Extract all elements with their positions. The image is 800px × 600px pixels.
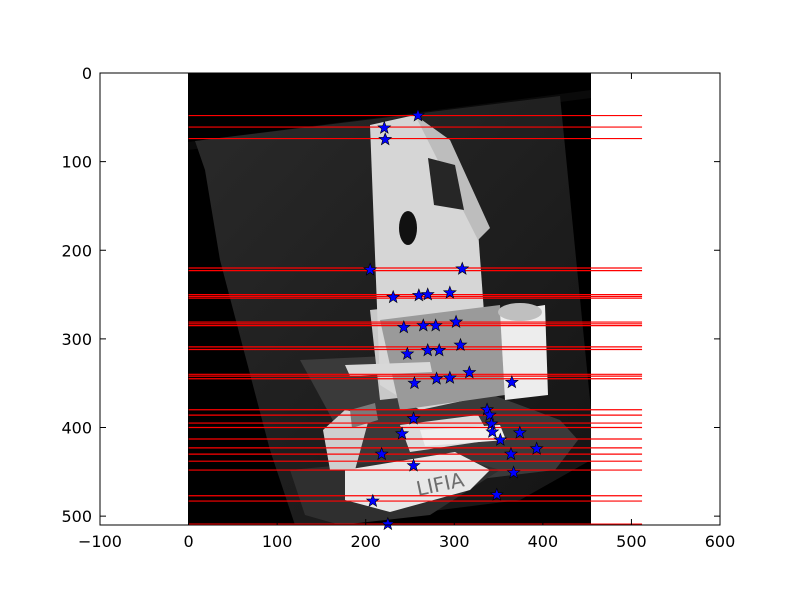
feature-points — [363, 108, 544, 531]
feature-point — [416, 318, 431, 332]
feature-point — [396, 319, 411, 334]
x-tick-label: 400 — [528, 532, 559, 551]
feature-point — [429, 371, 444, 385]
feature-point — [400, 346, 415, 360]
feature-point — [529, 441, 544, 455]
feature-point — [410, 108, 425, 122]
feature-point — [428, 318, 443, 332]
feature-point — [482, 407, 497, 422]
y-tick-label: 300 — [61, 330, 92, 349]
feature-point — [420, 287, 435, 301]
x-axis: −100 0 100 200 300 400 500 600 — [78, 73, 735, 551]
feature-point — [363, 262, 378, 276]
x-tick-label: 500 — [616, 532, 647, 551]
feature-point — [493, 432, 508, 446]
feature-point — [449, 314, 464, 329]
feature-point — [377, 120, 392, 134]
feature-point — [504, 374, 519, 389]
feature-point — [455, 261, 470, 275]
background-photo: LIFIA — [188, 73, 591, 525]
x-tick-label: 0 — [183, 532, 193, 551]
feature-point — [395, 426, 410, 440]
y-tick-label: 200 — [61, 241, 92, 260]
axes-frame — [99, 72, 721, 526]
x-tick-label: 300 — [439, 532, 470, 551]
feature-point — [386, 289, 401, 304]
feature-point — [512, 425, 527, 439]
feature-point — [484, 416, 499, 430]
feature-point — [503, 446, 518, 461]
feature-point — [374, 446, 389, 461]
feature-point — [407, 375, 422, 390]
x-tick-label: 200 — [350, 532, 381, 551]
feature-point — [489, 487, 504, 501]
feature-point — [378, 132, 393, 146]
feature-point — [506, 465, 521, 479]
feature-point — [442, 370, 457, 384]
x-tick-label: 600 — [705, 532, 736, 551]
feature-point — [420, 343, 435, 357]
feature-point — [406, 411, 421, 425]
x-tick-label: −100 — [78, 532, 122, 551]
x-tick-label: 100 — [262, 532, 293, 551]
feature-point — [432, 343, 447, 357]
feature-point — [462, 365, 477, 379]
y-axis: 0 100 200 300 400 500 — [61, 64, 720, 526]
y-tick-label: 400 — [61, 419, 92, 438]
feature-point — [442, 285, 457, 299]
feature-point — [485, 424, 500, 438]
y-tick-label: 500 — [61, 507, 92, 526]
feature-point — [480, 402, 495, 416]
feature-point — [380, 516, 395, 531]
feature-point — [406, 458, 421, 472]
feature-point — [453, 337, 468, 352]
y-tick-label: 100 — [61, 153, 92, 172]
feature-point — [365, 493, 380, 508]
y-tick-label: 0 — [82, 64, 92, 83]
